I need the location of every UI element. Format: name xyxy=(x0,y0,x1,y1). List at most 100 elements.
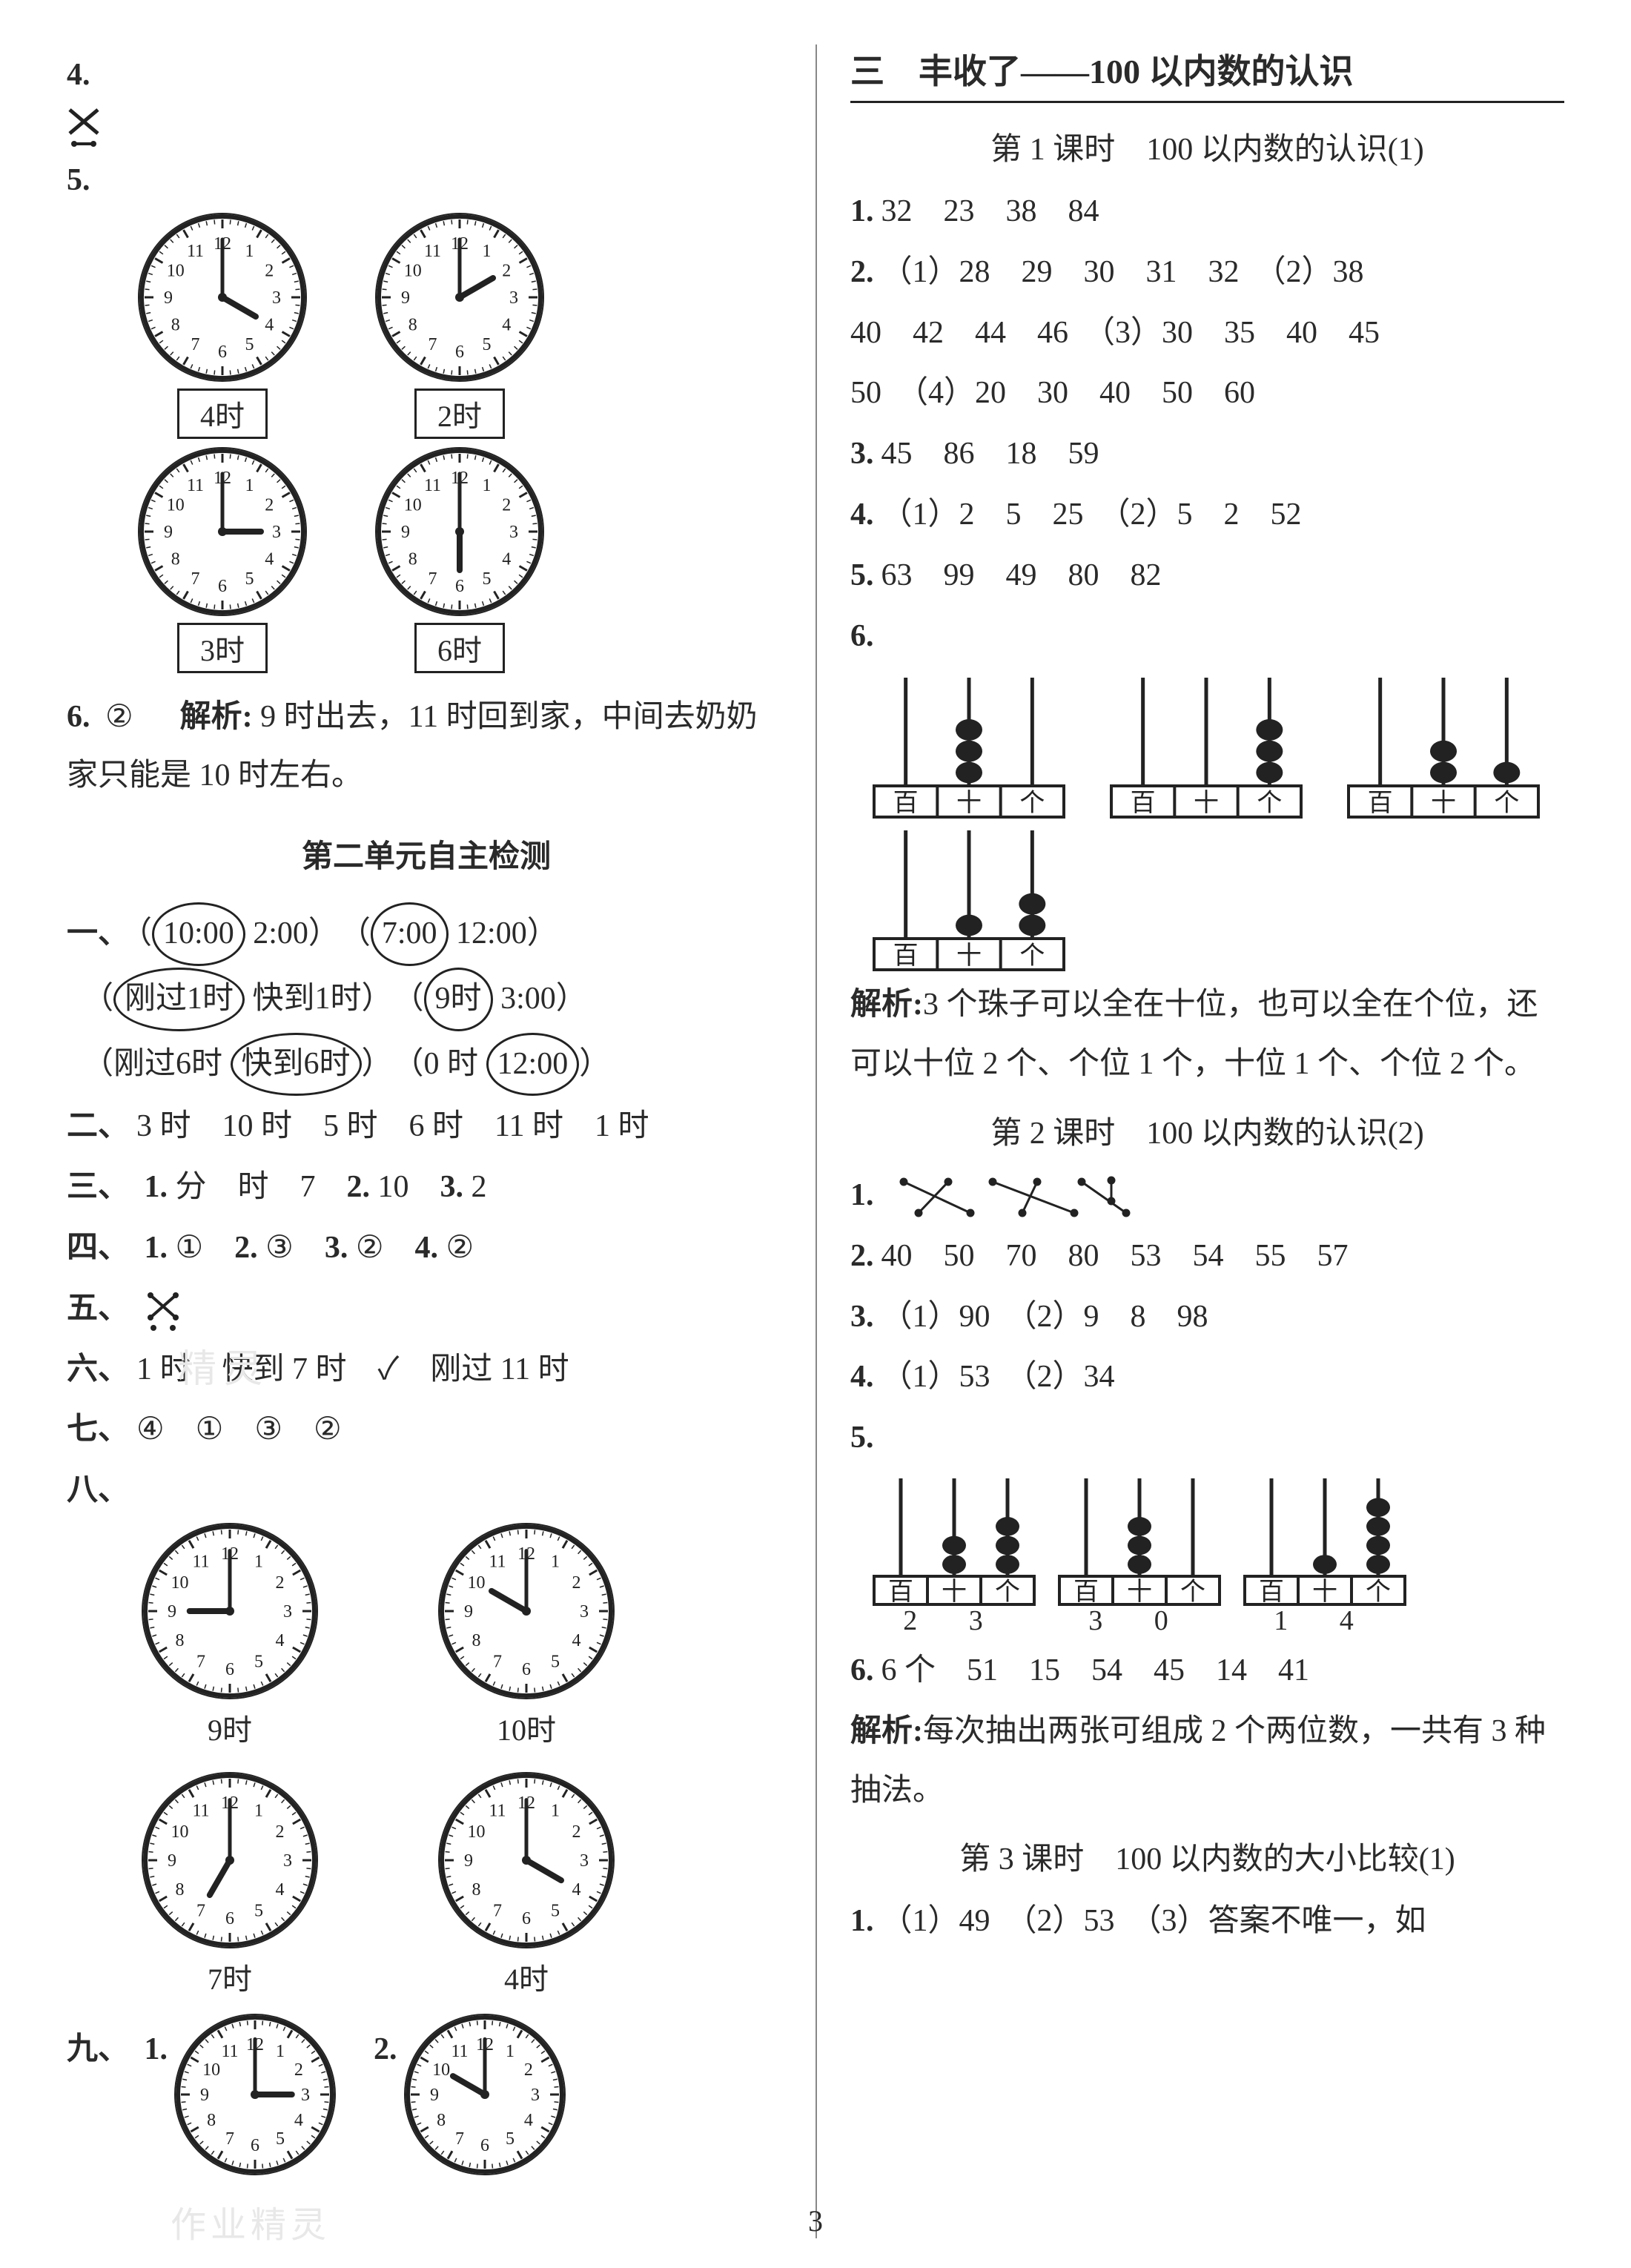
svg-text:百: 百 xyxy=(893,790,919,817)
svg-text:8: 8 xyxy=(175,1880,184,1900)
svg-text:3: 3 xyxy=(283,1602,292,1621)
q6-ans: ② xyxy=(105,700,133,734)
svg-text:8: 8 xyxy=(472,1880,480,1900)
svg-text:10: 10 xyxy=(167,495,185,515)
l2q2t: 40 50 70 80 53 54 55 57 xyxy=(881,1239,1349,1273)
abacus-number: 3 0 xyxy=(1058,1604,1221,1637)
l2-q2: 2.40 50 70 80 53 54 55 57 xyxy=(850,1227,1564,1286)
watermark2: 精灵 xyxy=(178,1338,270,1393)
svg-text:4: 4 xyxy=(294,2111,303,2130)
svg-text:2: 2 xyxy=(572,1822,581,1842)
svg-text:11: 11 xyxy=(451,2042,468,2061)
svg-text:6: 6 xyxy=(455,577,464,596)
l1q6ex: 3 个珠子可以全在十位，也可以全在个位，还可以十位 2 个、个位 1 个，十位 … xyxy=(850,988,1538,1081)
l1q2n: 2. xyxy=(850,255,874,289)
svg-text:十: 十 xyxy=(1431,789,1456,817)
svg-text:2: 2 xyxy=(265,261,274,280)
l1-q2c: 50 （4）20 30 40 50 60 xyxy=(850,364,1564,423)
l2-q6: 6.6 个 51 15 54 45 14 41 xyxy=(850,1642,1564,1701)
l2q3n: 3. xyxy=(850,1300,874,1334)
l2-q1: 1. xyxy=(850,1166,1564,1226)
matching-lines-icon xyxy=(889,1171,1156,1223)
svg-text:1: 1 xyxy=(254,1801,263,1820)
svg-text:9: 9 xyxy=(401,288,410,308)
svg-text:3: 3 xyxy=(580,1851,589,1871)
clock-cell: 1234567891011124时 xyxy=(408,1771,645,1998)
svg-text:1: 1 xyxy=(506,2042,515,2061)
s3-num: 三、 xyxy=(67,1170,129,1204)
svg-text:4: 4 xyxy=(572,1631,581,1650)
svg-text:十: 十 xyxy=(1127,1578,1152,1606)
s3: 三、 1. 分 时 7 2. 10 3. 2 xyxy=(67,1158,786,1217)
svg-text:4: 4 xyxy=(502,549,511,569)
svg-text:1: 1 xyxy=(483,241,492,260)
svg-text:4: 4 xyxy=(265,315,274,334)
svg-text:2: 2 xyxy=(294,2060,303,2080)
svg-text:5: 5 xyxy=(506,2129,515,2149)
l2q5n: 5. xyxy=(850,1421,874,1455)
svg-text:10: 10 xyxy=(202,2060,220,2080)
s8: 八、 xyxy=(67,1461,786,1521)
svg-text:5: 5 xyxy=(483,335,492,354)
svg-text:百: 百 xyxy=(1259,1578,1284,1606)
l1-q2: 2.（1）28 29 30 31 32 （2）38 xyxy=(850,243,1564,302)
cross-icon xyxy=(67,105,786,150)
l1q4n: 4. xyxy=(850,497,874,532)
svg-text:2: 2 xyxy=(276,1822,285,1842)
svg-text:9: 9 xyxy=(464,1851,473,1871)
svg-text:9: 9 xyxy=(401,523,410,542)
q5: 5. xyxy=(67,151,786,211)
q6-exp-label: 解析: xyxy=(180,700,253,734)
q5-clock-grid: 1234567891011124时1234567891011122时123456… xyxy=(111,212,571,673)
svg-text:7: 7 xyxy=(455,2129,464,2149)
s1-block: 一、（10:00 2:00） （7:00 12:00） （刚过1时 快到1时） … xyxy=(67,902,786,1096)
svg-text:1: 1 xyxy=(276,2042,285,2061)
l1q1n: 1. xyxy=(850,194,874,228)
s6-num: 六、 xyxy=(67,1352,129,1386)
svg-text:8: 8 xyxy=(171,315,180,334)
l1-q2b: 40 42 44 46 （3）30 35 40 45 xyxy=(850,304,1564,363)
s5-num: 五、 xyxy=(67,1292,129,1326)
clock-label: 3时 xyxy=(177,623,268,673)
l1-q4: 4.（1）2 5 25 （2）5 2 52 xyxy=(850,486,1564,545)
svg-text:7: 7 xyxy=(191,335,200,354)
svg-text:6: 6 xyxy=(218,343,227,362)
abacus: 百十个 xyxy=(873,823,1065,971)
clock-label: 4时 xyxy=(504,1955,549,1998)
svg-text:5: 5 xyxy=(483,569,492,589)
svg-text:1: 1 xyxy=(245,475,254,495)
svg-text:5: 5 xyxy=(254,1653,263,1672)
q6-num: 6. xyxy=(67,700,90,734)
svg-text:8: 8 xyxy=(175,1631,184,1650)
abacus-number: 2 3 xyxy=(873,1604,1036,1637)
svg-text:十: 十 xyxy=(942,1578,967,1606)
s9-num: 九、 xyxy=(67,2032,129,2066)
svg-text:3: 3 xyxy=(580,1602,589,1621)
svg-text:7: 7 xyxy=(429,335,437,354)
q4: 4. xyxy=(67,46,786,150)
svg-text:1: 1 xyxy=(483,475,492,495)
l1-q3: 3.45 86 18 59 xyxy=(850,425,1564,484)
abacus: 百十个 xyxy=(1347,670,1540,819)
svg-text:2: 2 xyxy=(265,495,274,515)
svg-text:个: 个 xyxy=(995,1578,1020,1606)
l2q1n: 1. xyxy=(850,1178,874,1212)
cross-icon xyxy=(145,1289,182,1332)
abacus: 百十个2 3 xyxy=(873,1472,1036,1637)
svg-text:7: 7 xyxy=(493,1653,502,1672)
l2-q5: 5. xyxy=(850,1409,1564,1468)
l2-q4: 4.（1）53 （2）34 xyxy=(850,1348,1564,1407)
s2-num: 二、 xyxy=(67,1109,129,1143)
svg-text:11: 11 xyxy=(489,1801,506,1820)
q4-num: 4. xyxy=(67,58,90,92)
s7-text: ④ ① ③ ② xyxy=(136,1412,342,1447)
svg-text:9: 9 xyxy=(200,2086,209,2105)
svg-text:3: 3 xyxy=(301,2086,310,2105)
l1-q6-abaci-row1: 百十个百十个百十个 xyxy=(873,670,1564,819)
svg-text:个: 个 xyxy=(1494,790,1519,817)
s9: 九、 1.1234567891011122.123456789101112 xyxy=(67,2013,786,2176)
s2-text: 3 时 10 时 5 时 6 时 11 时 1 时 xyxy=(136,1109,649,1143)
l1q2l0: （1）28 29 30 31 32 （2）38 xyxy=(881,255,1364,289)
svg-text:8: 8 xyxy=(408,315,417,334)
abacus-number: 1 4 xyxy=(1243,1604,1406,1637)
